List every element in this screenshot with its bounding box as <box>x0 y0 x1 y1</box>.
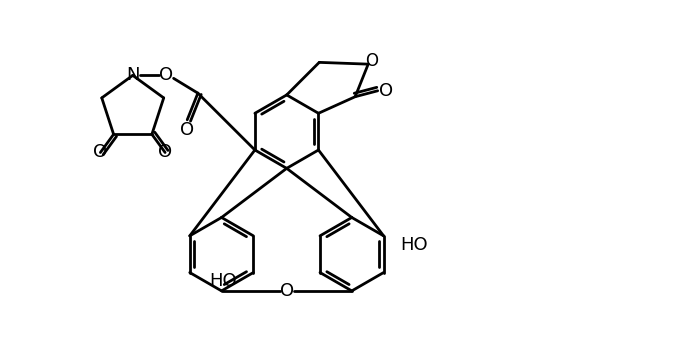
Text: HO: HO <box>400 236 428 254</box>
Text: HO: HO <box>209 272 237 290</box>
Text: O: O <box>365 52 377 70</box>
Text: N: N <box>126 66 140 84</box>
Text: O: O <box>93 144 107 161</box>
Text: O: O <box>180 121 194 140</box>
Text: O: O <box>379 82 394 100</box>
Text: O: O <box>280 282 294 300</box>
Text: O: O <box>160 66 174 84</box>
Text: O: O <box>158 144 172 161</box>
